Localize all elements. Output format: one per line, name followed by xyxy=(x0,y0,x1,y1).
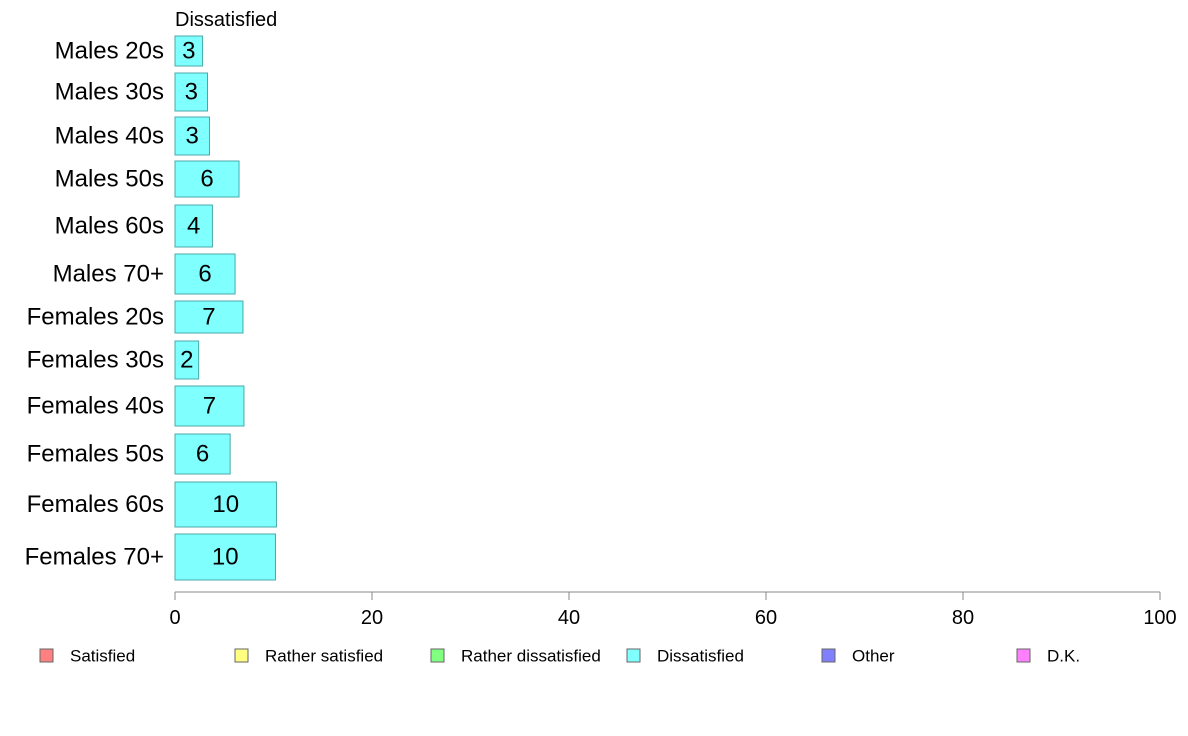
legend-swatch xyxy=(39,648,54,663)
bar-value-label: 6 xyxy=(198,261,211,288)
bar xyxy=(174,385,245,427)
x-tick-label: 80 xyxy=(952,607,974,629)
legend-label: Other xyxy=(852,647,895,666)
legend: Satisfied Rather satisfied Rather dissatis… xyxy=(39,647,1080,666)
category-label: Males 20s xyxy=(55,38,164,65)
legend-label: Dissatisfied xyxy=(657,647,744,666)
category-label: Females 60s xyxy=(27,491,164,518)
category-label: Males 70+ xyxy=(53,261,164,288)
legend-swatch xyxy=(626,648,641,663)
bar xyxy=(174,253,236,295)
category-label: Males 40s xyxy=(55,123,164,150)
bar xyxy=(174,35,204,67)
legend-label: D.K. xyxy=(1047,647,1080,666)
x-tick-label: 60 xyxy=(755,607,777,629)
x-tick-label: 20 xyxy=(361,607,383,629)
bar-value-label: 3 xyxy=(185,79,198,106)
panel-title: Dissatisfied xyxy=(175,9,277,31)
x-tick-label: 100 xyxy=(1143,607,1176,629)
x-tick-label: 0 xyxy=(169,607,180,629)
bar-value-label: 7 xyxy=(203,393,216,420)
bar xyxy=(174,204,213,248)
bars-group: Males 20s 3 Males 30s 3 Males 40s 3 Males 50s 6… xyxy=(25,35,277,581)
bar xyxy=(174,300,244,334)
legend-swatch xyxy=(1016,648,1031,663)
bar-value-label: 6 xyxy=(196,441,209,468)
x-axis-ticks: 0 20 40 60 80 100 xyxy=(169,592,1177,629)
bar xyxy=(174,533,276,581)
legend-swatch xyxy=(821,648,836,663)
category-label: Females 30s xyxy=(27,347,164,374)
bar-value-label: 6 xyxy=(200,166,213,193)
bar-value-label: 10 xyxy=(212,491,239,518)
legend-swatch xyxy=(234,648,249,663)
legend-swatch xyxy=(430,648,445,663)
category-label: Males 30s xyxy=(55,79,164,106)
category-label: Males 50s xyxy=(55,166,164,193)
bar xyxy=(174,72,209,112)
category-label: Females 40s xyxy=(27,393,164,420)
category-label: Females 50s xyxy=(27,441,164,468)
bar xyxy=(174,340,200,380)
category-label: Males 60s xyxy=(55,213,164,240)
bar-value-label: 2 xyxy=(180,347,193,374)
bar-value-label: 7 xyxy=(202,304,215,331)
bar-value-label: 3 xyxy=(182,38,195,65)
category-label: Females 70+ xyxy=(25,544,164,571)
bar xyxy=(174,116,210,156)
bar-value-label: 10 xyxy=(212,544,239,571)
x-tick-label: 40 xyxy=(558,607,580,629)
bar xyxy=(174,433,231,475)
legend-label: Rather dissatisfied xyxy=(461,647,601,666)
category-label: Females 20s xyxy=(27,304,164,331)
bar xyxy=(174,481,277,528)
legend-label: Satisfied xyxy=(70,647,135,666)
legend-label: Rather satisfied xyxy=(265,647,383,666)
bar xyxy=(174,160,240,198)
bar-value-label: 3 xyxy=(186,123,199,150)
bar-value-label: 4 xyxy=(187,213,200,240)
